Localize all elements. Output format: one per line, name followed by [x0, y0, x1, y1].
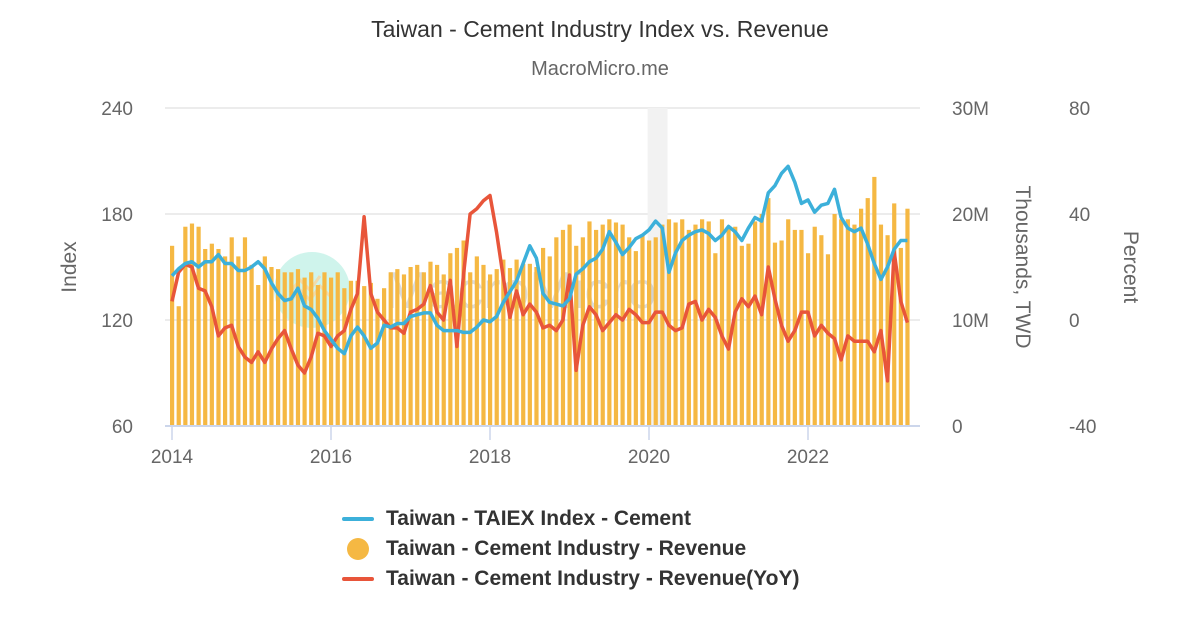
svg-text:2014: 2014 — [151, 447, 194, 468]
legend-label: Taiwan - Cement Industry - Revenue — [386, 537, 747, 560]
svg-text:40: 40 — [1069, 205, 1090, 226]
svg-text:120: 120 — [101, 311, 133, 332]
legend-label: Taiwan - Cement Industry - Revenue(YoY) — [386, 567, 800, 590]
svg-text:10M: 10M — [952, 311, 989, 332]
svg-text:Percent: Percent — [1119, 231, 1142, 304]
svg-text:240: 240 — [101, 99, 133, 120]
svg-text:60: 60 — [112, 417, 133, 438]
svg-text:Thousands, TWD: Thousands, TWD — [1011, 185, 1034, 348]
line-symbol-icon — [342, 517, 374, 521]
svg-text:2022: 2022 — [787, 447, 829, 468]
dot-symbol-icon — [347, 538, 369, 560]
svg-text:30M: 30M — [952, 99, 989, 120]
index-line — [170, 164, 908, 356]
legend: Taiwan - TAIEX Index - Cement Taiwan - C… — [342, 504, 799, 594]
legend-item-taiex-index[interactable]: Taiwan - TAIEX Index - Cement — [342, 504, 799, 534]
yoy-line — [170, 193, 910, 383]
legend-item-revenue[interactable]: Taiwan - Cement Industry - Revenue — [342, 534, 799, 564]
chart-title: Taiwan - Cement Industry Index vs. Reven… — [371, 16, 829, 42]
svg-text:80: 80 — [1069, 99, 1090, 120]
svg-text:180: 180 — [101, 205, 133, 226]
legend-item-revenue-yoy[interactable]: Taiwan - Cement Industry - Revenue(YoY) — [342, 564, 799, 594]
svg-text:20M: 20M — [952, 205, 989, 226]
chart-subtitle: MacroMicro.me — [531, 58, 669, 80]
svg-text:0: 0 — [1069, 311, 1080, 332]
svg-text:2016: 2016 — [310, 447, 352, 468]
svg-text:2018: 2018 — [469, 447, 511, 468]
svg-text:0: 0 — [952, 417, 963, 438]
svg-text:Index: Index — [58, 241, 81, 293]
legend-label: Taiwan - TAIEX Index - Cement — [386, 507, 691, 530]
line-symbol-icon — [342, 577, 374, 581]
svg-text:2020: 2020 — [628, 447, 670, 468]
svg-text:-40: -40 — [1069, 417, 1096, 438]
axes: 2014 2016 2018 2020 2022 60 120 180 240 0 10M 20M 30… — [58, 99, 1142, 468]
